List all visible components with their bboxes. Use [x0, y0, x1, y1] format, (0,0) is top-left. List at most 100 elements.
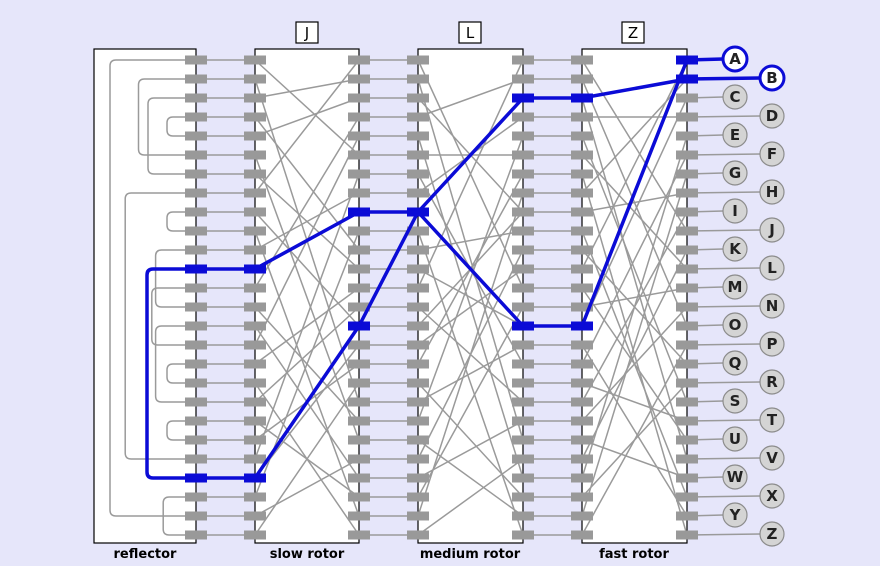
key-p	[759, 331, 785, 357]
contact-pin	[244, 188, 266, 198]
contact-pin	[676, 131, 698, 141]
slow-rotor-wire	[254, 211, 360, 327]
slow-rotor-wire	[254, 154, 360, 441]
contact-pin	[407, 530, 429, 540]
contact-pin	[512, 359, 534, 369]
contact-pin	[676, 226, 698, 236]
key-m	[722, 274, 748, 300]
contact-pin	[244, 416, 266, 426]
contact-pin	[407, 492, 429, 502]
contact-pin	[185, 397, 207, 407]
contact-pin	[244, 321, 266, 331]
contact-pin	[244, 359, 266, 369]
contact-pin	[348, 492, 370, 502]
contact-pin	[571, 226, 593, 236]
contact-pin	[512, 264, 534, 274]
contact-pin	[512, 473, 534, 483]
contact-pin	[348, 340, 370, 350]
contact-pin	[244, 302, 266, 312]
contact-pin	[407, 378, 429, 388]
key-t	[759, 407, 785, 433]
key-wire	[686, 343, 761, 346]
contact-pin	[244, 378, 266, 388]
slow-rotor-wire	[254, 97, 360, 137]
key-v	[759, 445, 785, 471]
contact-pin	[185, 74, 207, 84]
contact-pin	[571, 378, 593, 388]
key-label-n: N	[766, 297, 779, 315]
contact-pin	[348, 169, 370, 179]
contact-pin	[676, 473, 698, 483]
contact-pin	[407, 93, 429, 103]
medium-rotor-wire	[417, 230, 524, 251]
contact-pin	[185, 359, 207, 369]
key-label-q: Q	[729, 354, 742, 372]
key-label-o: O	[729, 316, 742, 334]
contact-pin	[407, 435, 429, 445]
contact-pin	[512, 378, 534, 388]
medium-rotor-wire	[417, 230, 524, 536]
contact-pin	[348, 283, 370, 293]
contact-pin	[407, 245, 429, 255]
contact-pin	[348, 264, 370, 274]
slow-rotor-wire	[254, 116, 360, 251]
key-a	[721, 45, 749, 73]
contact-pin	[348, 93, 370, 103]
key-h	[759, 179, 785, 205]
contact-pins	[185, 55, 698, 540]
key-u	[722, 426, 748, 452]
key-e	[722, 122, 748, 148]
contact-pin	[512, 245, 534, 255]
key-wire	[686, 153, 761, 156]
contact-pin	[676, 511, 698, 521]
contact-pin	[185, 226, 207, 236]
contact-pin	[185, 55, 207, 65]
medium-rotor-wire	[417, 439, 524, 517]
contact-pin	[407, 397, 429, 407]
key-label-y: Y	[729, 506, 742, 524]
fast-rotor-wire	[581, 135, 688, 479]
contact-pin	[185, 454, 207, 464]
reflector-wire	[147, 97, 196, 175]
contact-pin	[571, 264, 593, 274]
contact-pin	[407, 359, 429, 369]
contact-pin	[512, 530, 534, 540]
contact-pin	[512, 511, 534, 521]
contact-pin	[348, 74, 370, 84]
key-label-u: U	[729, 430, 741, 448]
contact-pin	[244, 150, 266, 160]
contact-pin	[512, 226, 534, 236]
signal-route	[196, 76, 761, 271]
contact-pin	[407, 340, 429, 350]
key-label-g: G	[729, 164, 741, 182]
key-wire	[686, 191, 761, 194]
contact-pin	[407, 283, 429, 293]
contact-pin	[512, 112, 534, 122]
contact-pin	[348, 226, 370, 236]
contact-pin	[244, 112, 266, 122]
contact-pin	[676, 359, 698, 369]
reflector-wire	[154, 325, 196, 403]
key-label-i: I	[732, 202, 738, 220]
contact-pin	[571, 530, 593, 540]
contact-pin	[407, 416, 429, 426]
contact-pin	[244, 397, 266, 407]
contact-pin	[185, 93, 207, 103]
contact-pin	[348, 530, 370, 540]
contact-pin	[244, 131, 266, 141]
contact-pin	[676, 397, 698, 407]
slow-rotor-wire	[254, 382, 360, 536]
contact-pin	[676, 207, 698, 217]
fast-rotor-label: fast rotor	[599, 547, 669, 562]
contact-pin	[571, 169, 593, 179]
contact-pin	[512, 416, 534, 426]
reflector-wiring	[109, 59, 196, 536]
fast-rotor-wire	[581, 249, 688, 460]
contact-pin	[512, 169, 534, 179]
contact-pin	[348, 131, 370, 141]
contact-pin	[676, 378, 698, 388]
contact-pin	[512, 454, 534, 464]
key-label-z: Z	[767, 525, 778, 543]
contact-pin	[185, 169, 207, 179]
